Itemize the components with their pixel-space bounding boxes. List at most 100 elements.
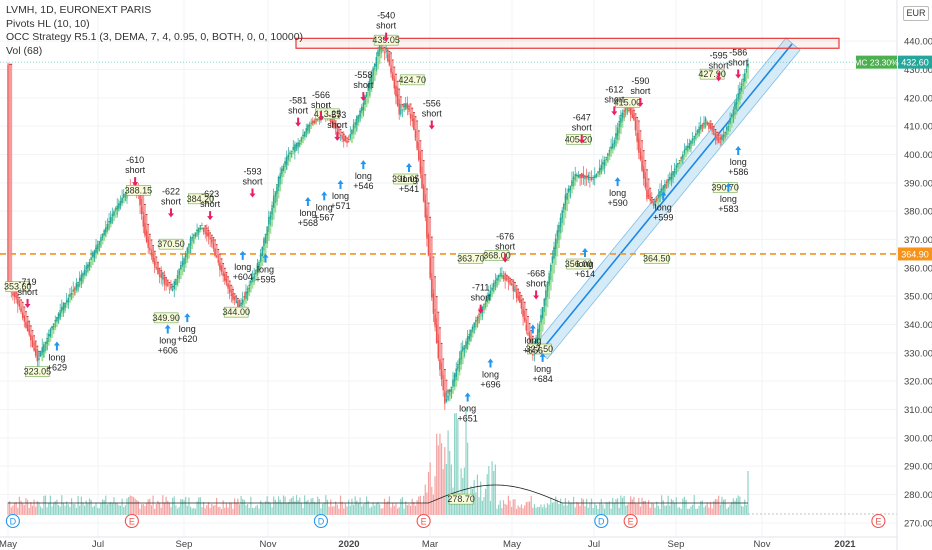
volume-bar: [9, 501, 11, 515]
volume-bar: [732, 498, 734, 515]
cloud-edge: [509, 277, 511, 279]
indicator-volume-label[interactable]: Vol (68): [6, 44, 43, 57]
cloud-edge: [344, 135, 347, 137]
cloud-edge: [646, 169, 648, 171]
time-tick-label: 2020: [338, 539, 359, 550]
volume-bar: [374, 505, 376, 515]
cloud-edge: [225, 272, 228, 273]
candle-body: [170, 286, 172, 289]
cloud-segment: [8, 63, 11, 291]
candle-body: [602, 161, 604, 165]
earnings-marker[interactable]: E: [871, 513, 886, 529]
price-axis[interactable]: 270.00 280.00 290.00 300.00 310.00 320.00 330.…: [896, 0, 932, 550]
volume-bar: [300, 502, 302, 515]
short-arrow-icon: [24, 299, 31, 308]
cloud-segment: [444, 369, 446, 401]
volume-bar: [343, 508, 345, 515]
volume-bar: [31, 505, 34, 515]
long-arrow-icon: [239, 250, 246, 260]
ma-tag-box: [856, 55, 897, 69]
signal-label: long: [316, 202, 333, 212]
short-arrow-icon: [477, 304, 484, 314]
candle-body: [378, 44, 381, 52]
cloud-segment: [261, 248, 264, 266]
candle-body: [556, 230, 558, 237]
pivot-tag-text: 327.50: [526, 344, 554, 354]
time-tick-label: May: [503, 539, 521, 550]
volume-bar: [747, 471, 749, 515]
time-axis[interactable]: May Jul Sep Nov 2020 Mar May Jul Sep Nov 2021: [0, 536, 897, 550]
volume-bar: [338, 508, 340, 515]
volume-bar: [70, 498, 73, 515]
earnings-marker[interactable]: E: [124, 513, 139, 529]
candle-body: [250, 280, 252, 284]
candle-body: [434, 314, 436, 325]
candle-body: [188, 246, 190, 248]
indicator-occ-label[interactable]: OCC Strategy R5.1 (3, DEMA, 7, 4, 0.95, …: [6, 31, 304, 43]
volume-bar: [735, 498, 738, 515]
price-tick-label: 280.00: [904, 490, 932, 501]
volume-bar: [379, 504, 381, 515]
symbol-title[interactable]: LVMH, 1D, EURONEXT PARIS: [6, 4, 152, 16]
long-signal: long+571: [330, 180, 351, 211]
price-tick-label: 320.00: [904, 377, 932, 388]
candle-body: [413, 118, 415, 131]
volume-bar: [532, 507, 534, 515]
cloud-edge: [158, 267, 161, 269]
volume-bar: [617, 498, 619, 515]
candle-body: [409, 114, 412, 119]
resistance-box[interactable]: [295, 37, 840, 49]
volume-bar: [473, 480, 475, 515]
candle-body: [284, 160, 286, 165]
volume-bar: [592, 508, 594, 515]
currency-button[interactable]: EUR: [903, 6, 929, 21]
earnings-marker[interactable]: E: [623, 513, 638, 529]
volume-bar: [321, 503, 324, 515]
long-arrow-icon: [337, 180, 344, 189]
volume-bar: [615, 499, 617, 515]
candle-body: [95, 245, 97, 253]
pivot-tag: 344.00: [222, 306, 250, 318]
cloud-segment: [354, 122, 357, 135]
candle-body: [175, 280, 177, 285]
candle-body: [56, 318, 58, 322]
cloud-edge: [510, 279, 513, 281]
support-level-line[interactable]: [0, 61, 897, 255]
volume-bar: [618, 507, 620, 515]
volume-bar: [520, 504, 523, 515]
trend-channel[interactable]: [532, 37, 801, 360]
pivot-tag: 391.05: [392, 173, 419, 185]
cloud-edge: [647, 178, 650, 180]
candle-body: [21, 313, 24, 318]
dividend-marker[interactable]: D: [313, 513, 329, 529]
cloud-segment: [254, 269, 257, 282]
short-arrow-icon: [360, 92, 367, 102]
signal-label: long: [257, 265, 274, 275]
indicator-pivots-label[interactable]: Pivots HL (10, 10): [6, 17, 90, 30]
dividend-marker[interactable]: D: [594, 513, 609, 529]
cloud-segment: [201, 227, 203, 231]
volume-bar: [44, 495, 47, 515]
candle-body: [105, 228, 107, 233]
cloud-edge: [219, 253, 221, 255]
candle-body: [242, 299, 244, 304]
dividend-marker[interactable]: D: [5, 513, 20, 529]
candle-body: [422, 186, 425, 201]
cloud-segment: [567, 189, 570, 205]
cloud-segment: [114, 208, 117, 218]
candle-body: [683, 149, 686, 152]
volume-bar: [162, 495, 164, 515]
pivot-tag-box: [448, 493, 474, 505]
cloud-edge: [346, 137, 348, 139]
cloud-edge: [437, 311, 440, 313]
cloud-edge: [233, 293, 236, 295]
candle-body: [519, 296, 521, 303]
cloud-edge: [507, 276, 510, 278]
volume-bar: [476, 474, 479, 515]
volume-bar: [72, 504, 74, 515]
signal-code: -593: [243, 167, 261, 177]
candle-body: [276, 186, 278, 194]
earnings-marker[interactable]: E: [416, 513, 431, 529]
